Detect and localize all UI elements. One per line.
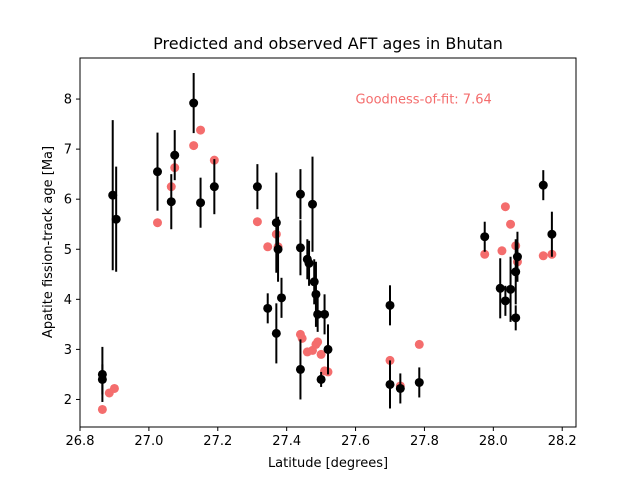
x-tick-label: 27.2 xyxy=(203,434,232,449)
observed-point xyxy=(295,189,305,199)
y-axis-label: Apatite fission-track age [Ma] xyxy=(41,146,56,338)
predicted-point xyxy=(189,141,199,151)
plot-frame xyxy=(79,57,577,428)
observed-point xyxy=(538,180,548,190)
observed-point xyxy=(385,379,395,389)
goodness-of-fit-annotation: Goodness-of-fit: 7.64 xyxy=(356,93,492,108)
observed-point xyxy=(252,182,262,192)
y-tick-label: 6 xyxy=(64,193,72,208)
x-tick-label: 26.8 xyxy=(66,434,95,449)
observed-point xyxy=(316,374,326,384)
observed-point xyxy=(209,182,219,192)
axes: 26.8 27.0 27.2 27.4 27.6 27.8 28.0 28.2 2 3 4 5 6 7 8 xyxy=(64,93,577,449)
predicted-point xyxy=(109,383,119,393)
observed-point xyxy=(108,190,118,200)
observed-point xyxy=(153,167,162,177)
predicted-point xyxy=(500,202,510,212)
predicted-point xyxy=(313,337,323,347)
observed-point xyxy=(414,377,424,387)
y-tick-label: 8 xyxy=(64,93,72,108)
predicted-point xyxy=(263,242,273,252)
observed-point xyxy=(97,374,107,384)
observed-point xyxy=(511,267,521,277)
predicted-point xyxy=(196,125,206,135)
predicted-point xyxy=(97,404,107,414)
observed-point xyxy=(547,229,557,239)
observed-point xyxy=(313,309,323,319)
predicted-point xyxy=(480,249,490,259)
predicted-point xyxy=(497,246,507,256)
observed-point xyxy=(189,98,199,108)
chart-title: Predicted and observed AFT ages in Bhuta… xyxy=(153,34,503,53)
observed-point xyxy=(277,293,286,303)
y-tick-label: 4 xyxy=(64,293,72,308)
observed-point xyxy=(506,284,516,294)
observed-point xyxy=(170,150,180,160)
observed-point xyxy=(323,344,333,354)
observed-point xyxy=(196,198,206,208)
x-tick-label: 28.0 xyxy=(479,434,508,449)
predicted-point xyxy=(316,349,326,359)
observed-point xyxy=(308,199,317,209)
observed-point xyxy=(511,313,521,323)
observed-point xyxy=(512,252,522,262)
observed-point xyxy=(495,283,505,293)
predicted-point xyxy=(297,333,307,343)
observed-point xyxy=(295,243,305,253)
observed-point xyxy=(309,277,319,287)
data-marks xyxy=(97,73,557,414)
x-tick-label: 27.8 xyxy=(410,434,439,449)
predicted-point xyxy=(506,219,516,229)
observed-point xyxy=(263,303,273,313)
observed-point xyxy=(166,197,176,207)
x-tick-label: 28.2 xyxy=(548,434,577,449)
observed-point xyxy=(273,244,283,254)
observed-point xyxy=(271,328,281,338)
y-tick-label: 5 xyxy=(64,243,72,258)
observed-point xyxy=(111,214,121,224)
observed-point xyxy=(295,364,305,374)
observed-point xyxy=(395,383,405,393)
predicted-point xyxy=(414,339,424,349)
predicted-point xyxy=(252,217,262,227)
observed-point xyxy=(500,296,510,306)
x-axis-label: Latitude [degrees] xyxy=(268,456,388,471)
y-tick-label: 3 xyxy=(64,343,72,358)
observed-point xyxy=(385,300,395,310)
observed-point xyxy=(320,309,330,319)
x-tick-label: 27.6 xyxy=(341,434,370,449)
x-tick-label: 27.0 xyxy=(134,434,163,449)
observed-point xyxy=(480,232,490,242)
predicted-point xyxy=(538,251,548,261)
observed-point xyxy=(271,218,281,228)
observed-point xyxy=(304,258,314,268)
y-tick-label: 7 xyxy=(64,143,72,158)
observed-point xyxy=(311,289,321,299)
predicted-point xyxy=(153,218,162,228)
x-tick-label: 27.4 xyxy=(272,434,301,449)
y-tick-label: 2 xyxy=(64,393,72,408)
